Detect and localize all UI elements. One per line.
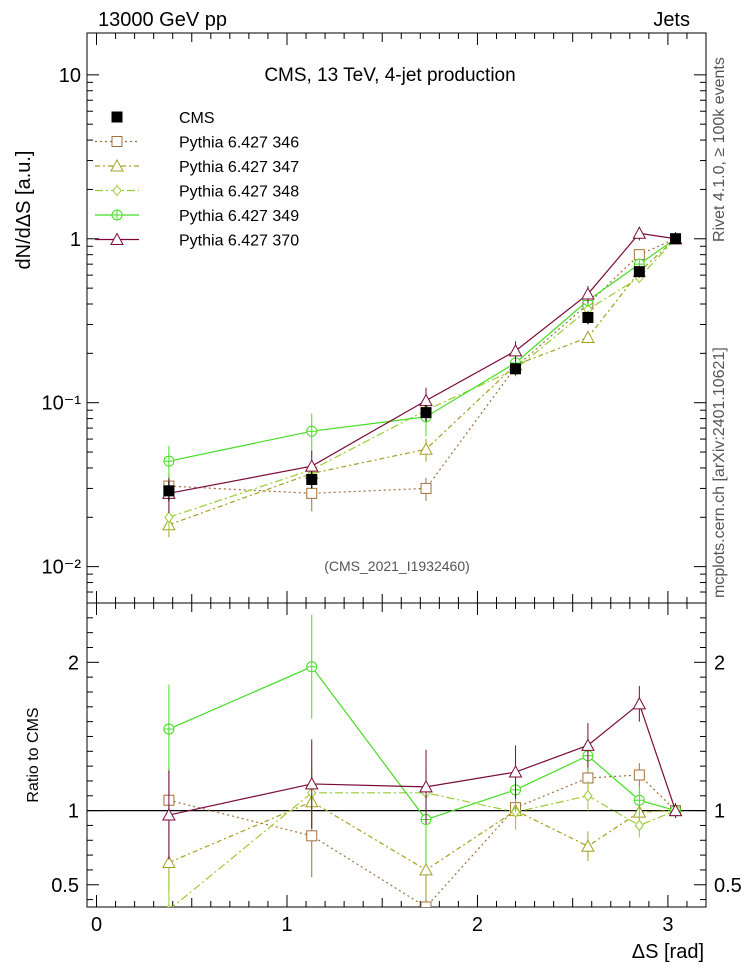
y-tick-label: 10 xyxy=(59,65,81,87)
legend-label: Pythia 6.427 346 xyxy=(179,135,299,152)
ratio-point xyxy=(419,779,433,793)
ratio-point xyxy=(632,696,647,710)
series-point xyxy=(419,393,433,407)
ratio-line xyxy=(168,666,676,821)
ratio-point xyxy=(162,855,176,869)
legend-marker-cross xyxy=(112,210,122,220)
data-point xyxy=(420,407,432,419)
ratio-series-4 xyxy=(162,686,683,860)
ratio-point xyxy=(419,862,433,876)
ratio-line xyxy=(168,801,676,871)
legend-marker xyxy=(111,111,123,123)
series-point xyxy=(304,459,319,472)
data-point xyxy=(670,233,682,245)
x-tick-label: 3 xyxy=(662,914,673,936)
ratio-point xyxy=(583,789,593,802)
ratio-tick-label-right: 1 xyxy=(714,801,725,823)
legend-label: Pythia 6.427 347 xyxy=(179,159,299,176)
ratio-point xyxy=(668,803,683,817)
series-point-cross xyxy=(306,426,317,437)
ratio-point-cross xyxy=(634,795,645,806)
series-point xyxy=(419,442,433,455)
ratio-point xyxy=(420,901,432,907)
series-point xyxy=(164,511,174,524)
ratio-point xyxy=(166,904,172,907)
ratio-point xyxy=(633,769,645,781)
legend-marker xyxy=(111,136,123,147)
ratio-tick-label: 1 xyxy=(68,801,79,823)
legend-entry: CMS xyxy=(111,110,215,127)
series-line xyxy=(168,238,676,494)
ratio-point xyxy=(304,776,319,790)
series-point-cross xyxy=(163,456,174,467)
legend-entry: Pythia 6.427 349 xyxy=(95,208,299,225)
ratio-axis-label: Ratio to CMS xyxy=(25,707,42,802)
series-3 xyxy=(163,233,682,481)
series-line xyxy=(168,238,676,462)
y-axis-label: dN/dΔS [a.u.] xyxy=(13,151,35,270)
ratio-tick-label-right: 2 xyxy=(714,652,725,674)
cms-data xyxy=(163,233,682,502)
series-point xyxy=(306,487,318,499)
y-tick-label: 1 xyxy=(70,229,81,251)
series-line xyxy=(168,238,676,526)
legend-entry: Pythia 6.427 346 xyxy=(95,135,299,152)
legend-label: Pythia 6.427 349 xyxy=(179,208,299,225)
chart-title: CMS, 13 TeV, 4-jet production xyxy=(264,65,515,86)
x-tick-label: 0 xyxy=(91,914,102,936)
x-tick-label: 1 xyxy=(281,914,292,936)
x-tick-label: 2 xyxy=(472,914,483,936)
ratio-panel: 0 1 2 3 0.5 0.5 1 1 2 2 xyxy=(51,602,742,936)
analysis-label: (CMS_2021_I1932460) xyxy=(324,558,470,574)
data-point xyxy=(510,363,522,375)
ratio-point-cross xyxy=(163,724,174,735)
main-panel: 10⁻² 10⁻¹ 1 10 xyxy=(42,32,707,604)
ratio-tick-label-right: 0.5 xyxy=(714,875,742,897)
source-label: mcplots.cern.ch [arXiv:2401.10621] xyxy=(711,347,728,598)
category-label: Jets xyxy=(653,9,690,31)
legend-label: Pythia 6.427 348 xyxy=(179,184,299,201)
data-point xyxy=(306,474,318,486)
ratio-line xyxy=(168,702,677,816)
ratio-series-3 xyxy=(163,614,682,864)
x-axis-label: ΔS [rad] xyxy=(632,941,704,963)
series-point xyxy=(633,249,645,261)
data-point xyxy=(163,485,175,497)
y-tick-label: 10⁻¹ xyxy=(42,393,82,415)
ratio-point xyxy=(581,738,595,751)
legend-marker xyxy=(110,158,124,172)
legend-marker xyxy=(112,184,122,197)
data-point xyxy=(582,311,594,323)
ratio-point xyxy=(634,819,644,832)
ratio-series-group xyxy=(162,614,683,907)
legend: CMS Pythia 6.427 346 Pythia 6.427 347 Pythi… xyxy=(95,110,299,250)
series-point xyxy=(420,482,432,494)
ratio-point xyxy=(162,808,176,821)
ratio-point xyxy=(581,839,595,852)
ratio-point xyxy=(306,830,318,842)
legend-label: Pythia 6.427 370 xyxy=(179,233,299,250)
ratio-point-cross xyxy=(306,661,317,672)
rivet-label: Rivet 4.1.0, ≥ 100k events xyxy=(711,57,728,242)
ratio-line xyxy=(168,774,676,907)
ratio-tick-label: 2 xyxy=(68,652,79,674)
series-4 xyxy=(162,226,683,513)
legend-label: CMS xyxy=(179,110,215,127)
series-point xyxy=(632,226,647,239)
series-point xyxy=(581,330,595,343)
ratio-tick-label: 0.5 xyxy=(51,875,79,897)
y-tick-label: 10⁻² xyxy=(42,557,82,579)
legend-marker xyxy=(110,232,124,245)
data-point xyxy=(633,266,645,278)
ratio-frame xyxy=(86,602,707,908)
beam-label: 13000 GeV pp xyxy=(98,9,227,31)
legend-entry: Pythia 6.427 347 xyxy=(95,158,299,176)
series-point xyxy=(581,287,595,300)
legend-entry: Pythia 6.427 370 xyxy=(95,232,299,250)
legend-entry: Pythia 6.427 348 xyxy=(95,184,299,201)
ratio-point xyxy=(508,765,523,778)
series-point xyxy=(508,343,523,357)
